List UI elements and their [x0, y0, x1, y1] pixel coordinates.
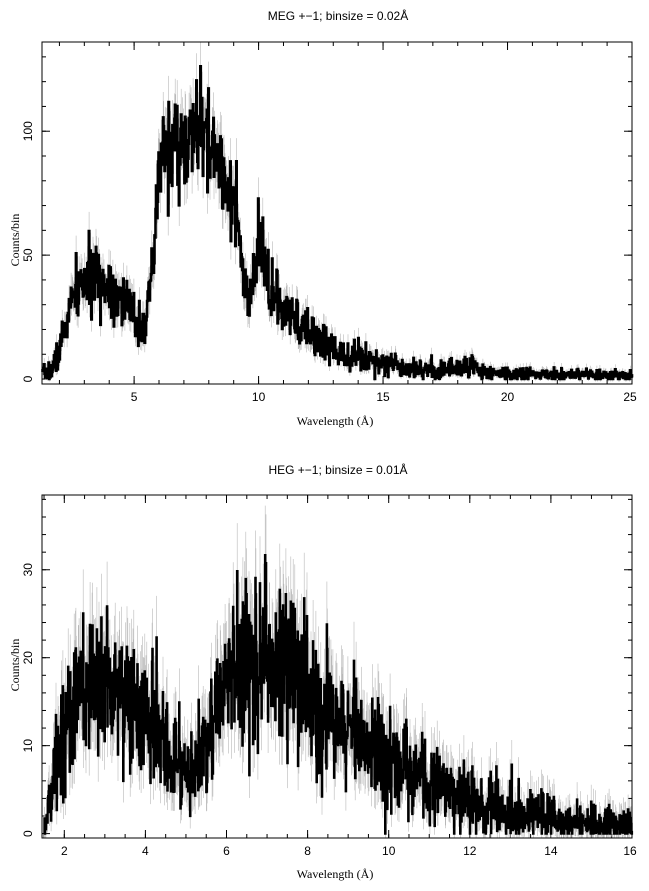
- spectrum-line: [43, 554, 634, 835]
- x-tick-label: 14: [544, 844, 558, 858]
- heg-ticks: 2 4 6 8 10 12 14 16 0 10 20 30: [21, 495, 637, 858]
- x-tick-label: 6: [223, 844, 230, 858]
- x-tick-label: 2: [61, 844, 68, 858]
- meg-ylabel: Counts/bin: [8, 214, 22, 267]
- meg-title: MEG +−1; binsize = 0.02Å: [268, 8, 408, 23]
- x-tick-label: 20: [501, 390, 515, 404]
- x-tick-label: 10: [252, 390, 266, 404]
- x-tick-label: 16: [623, 844, 637, 858]
- error-bars: [41, 42, 633, 382]
- meg-xlabel: Wavelength (Å): [297, 414, 374, 428]
- meg-series: [41, 65, 634, 381]
- y-tick-label: 10: [21, 739, 35, 753]
- y-tick-label: 30: [21, 563, 35, 577]
- x-tick-label: 8: [304, 844, 311, 858]
- heg-title: HEG +−1; binsize = 0.01Å: [268, 462, 407, 477]
- meg-ticks: 5 10 15 20 25 0 50 100: [21, 42, 637, 404]
- heg-series: [43, 554, 634, 835]
- y-tick-label: 50: [21, 248, 35, 262]
- y-tick-label: 20: [21, 651, 35, 665]
- meg-panel: MEG +−1; binsize = 0.02Å 5 10 15 20 25 0 50 100…: [8, 8, 637, 428]
- heg-ylabel: Counts/bin: [8, 639, 22, 692]
- heg-panel: HEG +−1; binsize = 0.01Å 2 4 6 8 10 12 14 16 0 10…: [8, 462, 637, 881]
- x-tick-label: 12: [463, 844, 477, 858]
- y-tick-label: 0: [21, 830, 35, 837]
- x-tick-label: 5: [131, 390, 138, 404]
- x-tick-label: 10: [382, 844, 396, 858]
- x-tick-label: 4: [142, 844, 149, 858]
- x-tick-label: 25: [623, 390, 637, 404]
- x-tick-label: 15: [376, 390, 390, 404]
- y-tick-label: 100: [21, 121, 35, 141]
- meg-plot-frame: [41, 41, 633, 385]
- y-tick-label: 0: [21, 375, 35, 382]
- meg-errorbars: [41, 42, 633, 382]
- heg-xlabel: Wavelength (Å): [297, 867, 374, 881]
- spectrum-line: [41, 65, 634, 381]
- heg-plot-frame: [41, 494, 633, 839]
